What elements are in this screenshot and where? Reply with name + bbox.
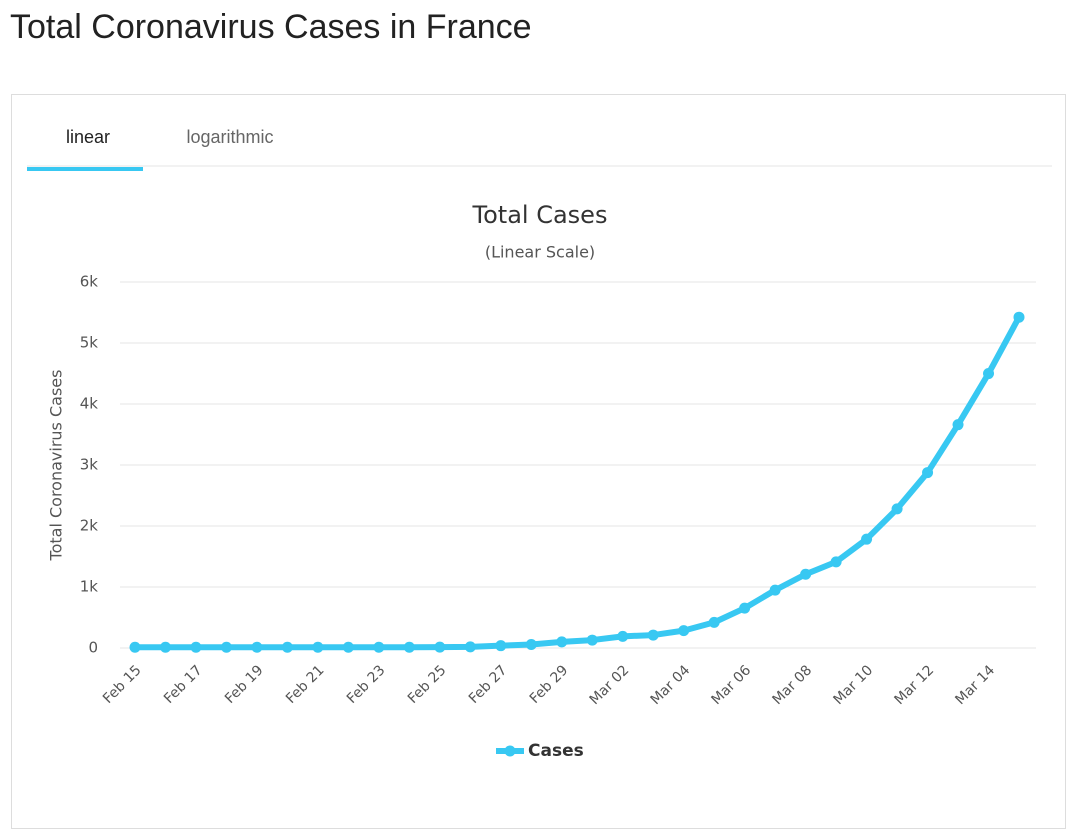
data-point	[129, 641, 141, 653]
data-point	[403, 641, 415, 653]
data-point	[312, 641, 324, 653]
x-tick-label: Mar 06	[709, 662, 755, 708]
data-point	[891, 503, 903, 515]
y-tick-label: 2k	[80, 517, 99, 535]
x-tick-label: Mar 14	[952, 662, 998, 708]
data-point	[617, 630, 629, 642]
x-tick-label: Feb 29	[527, 662, 572, 707]
data-point	[922, 467, 934, 479]
data-point	[1013, 311, 1025, 323]
legend-label: Cases	[528, 741, 584, 761]
x-tick-label: Feb 19	[222, 662, 267, 707]
y-tick-label: 4k	[80, 395, 99, 413]
data-point	[373, 641, 385, 653]
y-tick-label: 0	[88, 639, 98, 657]
data-point	[434, 641, 446, 653]
y-tick-label: 5k	[80, 334, 99, 352]
tab[interactable]: logarithmic	[186, 127, 273, 147]
page-title: Total Coronavirus Cases in France	[10, 8, 532, 46]
tab[interactable]: linear	[66, 127, 110, 147]
data-point	[678, 625, 690, 637]
data-point	[830, 556, 842, 568]
chart-title: Total Cases	[472, 201, 608, 229]
y-tick-label: 3k	[80, 456, 99, 474]
data-point	[525, 639, 537, 651]
x-tick-label: Feb 23	[344, 662, 389, 707]
data-point	[983, 368, 995, 380]
x-tick-label: Mar 08	[770, 662, 816, 708]
chart-subtitle: (Linear Scale)	[485, 243, 595, 262]
data-point	[190, 641, 202, 653]
x-tick-label: Mar 02	[587, 662, 633, 708]
data-point	[281, 641, 293, 653]
data-point	[251, 641, 263, 653]
x-tick-label: Feb 17	[161, 662, 206, 707]
data-point	[800, 568, 812, 580]
x-tick-label: Mar 12	[891, 662, 937, 708]
data-point	[647, 629, 659, 641]
data-point	[495, 640, 507, 652]
y-tick-label: 6k	[80, 273, 99, 291]
y-axis-label: Total Coronavirus Cases	[47, 370, 66, 562]
data-point	[159, 641, 171, 653]
data-point	[586, 634, 598, 646]
data-point	[708, 616, 720, 628]
data-point	[342, 641, 354, 653]
active-tab-underline	[27, 167, 143, 171]
data-point	[769, 584, 781, 596]
x-tick-label: Mar 10	[831, 662, 877, 708]
x-tick-label: Feb 21	[283, 662, 328, 707]
chart-panel	[11, 94, 1066, 829]
data-point	[739, 602, 751, 614]
y-tick-label: 1k	[80, 578, 99, 596]
data-point	[861, 533, 873, 545]
data-point	[556, 636, 568, 648]
data-point	[464, 641, 476, 653]
x-tick-label: Feb 27	[466, 662, 511, 707]
series-line	[135, 315, 1022, 651]
legend-swatch	[504, 745, 516, 757]
x-tick-label: Mar 04	[648, 662, 694, 708]
x-tick-label: Feb 15	[100, 662, 145, 707]
data-point	[952, 419, 964, 431]
data-point	[220, 641, 232, 653]
x-tick-label: Feb 25	[405, 662, 450, 707]
